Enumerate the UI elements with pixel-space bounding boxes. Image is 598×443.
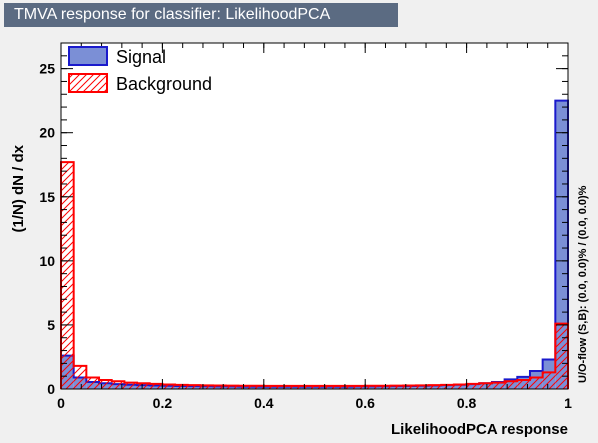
background-bar [327, 385, 340, 389]
background-bar [301, 385, 315, 389]
background-bar [441, 384, 454, 389]
background-bar [86, 377, 100, 389]
background-bar [111, 381, 125, 389]
background-bar [213, 385, 226, 389]
legend-background-label: Background [116, 74, 212, 94]
background-bar [238, 385, 252, 389]
background-bar [555, 323, 568, 389]
y-tick-label: 10 [39, 253, 55, 269]
background-bar [453, 384, 467, 389]
plot-frame [60, 42, 569, 390]
background-bar [314, 385, 328, 389]
y-tick-label: 0 [47, 381, 55, 397]
background-bar [276, 385, 290, 389]
background-bar [390, 385, 404, 389]
background-bar [99, 380, 112, 389]
background-bar [504, 381, 518, 389]
background-bar [415, 385, 429, 389]
background-bars [60, 161, 569, 389]
y-tick-label: 25 [39, 61, 55, 77]
background-bar [124, 382, 138, 389]
y-tick-label: 20 [39, 125, 55, 141]
background-bar [73, 365, 87, 389]
legend-background-swatch [68, 73, 108, 93]
background-bar [162, 384, 176, 389]
background-bar [225, 385, 239, 389]
signal-bar [555, 100, 568, 390]
background-bar [175, 384, 188, 389]
background-bar [339, 385, 353, 389]
background-bar [61, 162, 74, 389]
x-axis-label: LikelihoodPCA response [391, 421, 568, 438]
background-bar [352, 385, 366, 389]
x-tick-label: 0.4 [254, 395, 274, 411]
background-bar [137, 383, 150, 389]
legend-signal-swatch [68, 46, 108, 66]
overflow-label: U/O-flow (S,B): (0.0, 0.0)% / (0.0, 0.0)… [577, 185, 589, 383]
y-axis-label: (1/N) dN / dx [10, 144, 27, 232]
background-bar [466, 383, 480, 389]
background-bar [200, 385, 214, 389]
background-bar [428, 385, 442, 389]
background-bar [289, 385, 302, 389]
background-bar [542, 372, 556, 389]
x-tick-label: 0.8 [457, 395, 477, 411]
y-tick-label: 15 [39, 189, 55, 205]
x-tick-label: 1 [564, 395, 572, 411]
chart-title: TMVA response for classifier: Likelihood… [4, 3, 398, 27]
background-outline [60, 161, 569, 389]
background-bar [403, 385, 416, 389]
background-bar [479, 383, 492, 389]
legend-signal-label: Signal [116, 47, 166, 67]
background-bar [491, 382, 505, 389]
background-bar [263, 385, 277, 389]
background-bar [377, 385, 391, 389]
background-bar [149, 383, 163, 389]
background-bar [365, 385, 378, 389]
background-bar [529, 377, 543, 389]
plot-frame-bg [61, 43, 568, 389]
y-tick-label: 5 [47, 317, 55, 333]
x-tick-label: 0 [57, 395, 65, 411]
legend: Signal Background [68, 46, 212, 94]
x-tick-label: 0.2 [153, 395, 173, 411]
background-bar [251, 385, 264, 389]
x-tick-label: 0.6 [355, 395, 375, 411]
background-bar [517, 380, 530, 389]
background-bar [187, 385, 201, 389]
